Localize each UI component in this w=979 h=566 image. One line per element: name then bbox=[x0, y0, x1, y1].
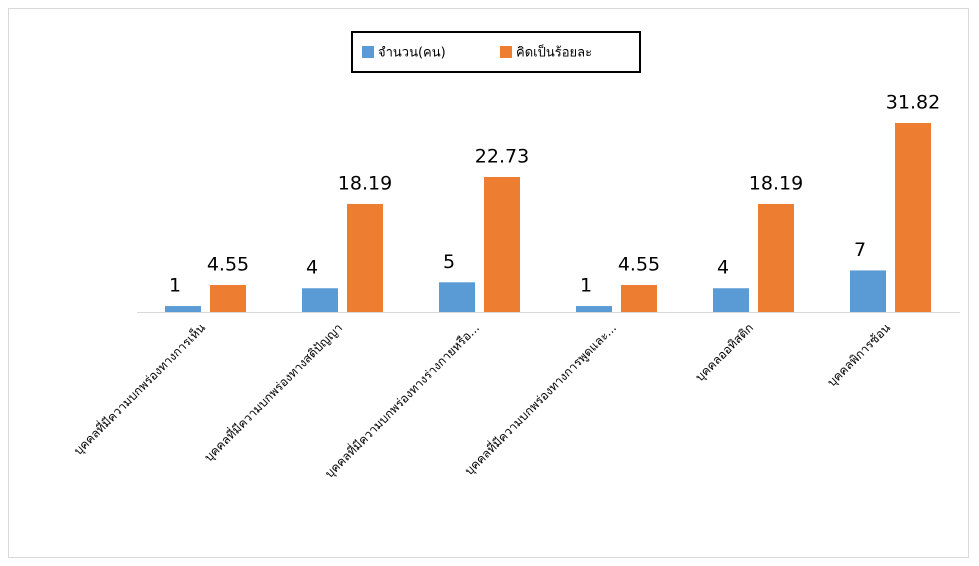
bar bbox=[621, 284, 657, 312]
bar bbox=[439, 282, 475, 312]
data-label: 1 bbox=[580, 275, 592, 297]
bar bbox=[713, 288, 749, 312]
data-label: 4 bbox=[306, 257, 318, 279]
data-label: 4.55 bbox=[207, 253, 249, 275]
data-label: 4 bbox=[717, 257, 729, 279]
data-label: 1 bbox=[169, 275, 181, 297]
bar bbox=[850, 270, 886, 312]
bar bbox=[895, 123, 931, 312]
data-label: 18.19 bbox=[749, 172, 803, 194]
data-label: 22.73 bbox=[475, 145, 529, 167]
data-label: 31.82 bbox=[886, 92, 940, 114]
data-label: 4.55 bbox=[618, 253, 660, 275]
bar bbox=[210, 284, 246, 312]
legend-swatch bbox=[362, 46, 374, 58]
data-label: 7 bbox=[854, 239, 866, 261]
legend-label: จำนวน(คน) bbox=[378, 46, 446, 61]
bar bbox=[576, 306, 612, 312]
legend-label: คิดเป็นร้อยละ bbox=[516, 43, 592, 61]
bar bbox=[165, 306, 201, 312]
bar bbox=[347, 203, 383, 312]
legend-swatch bbox=[500, 46, 512, 58]
bar bbox=[484, 176, 520, 312]
bar bbox=[758, 203, 794, 312]
data-label: 18.19 bbox=[338, 172, 392, 194]
data-label: 5 bbox=[443, 251, 455, 273]
legend-box bbox=[351, 31, 641, 73]
bar bbox=[302, 288, 338, 312]
